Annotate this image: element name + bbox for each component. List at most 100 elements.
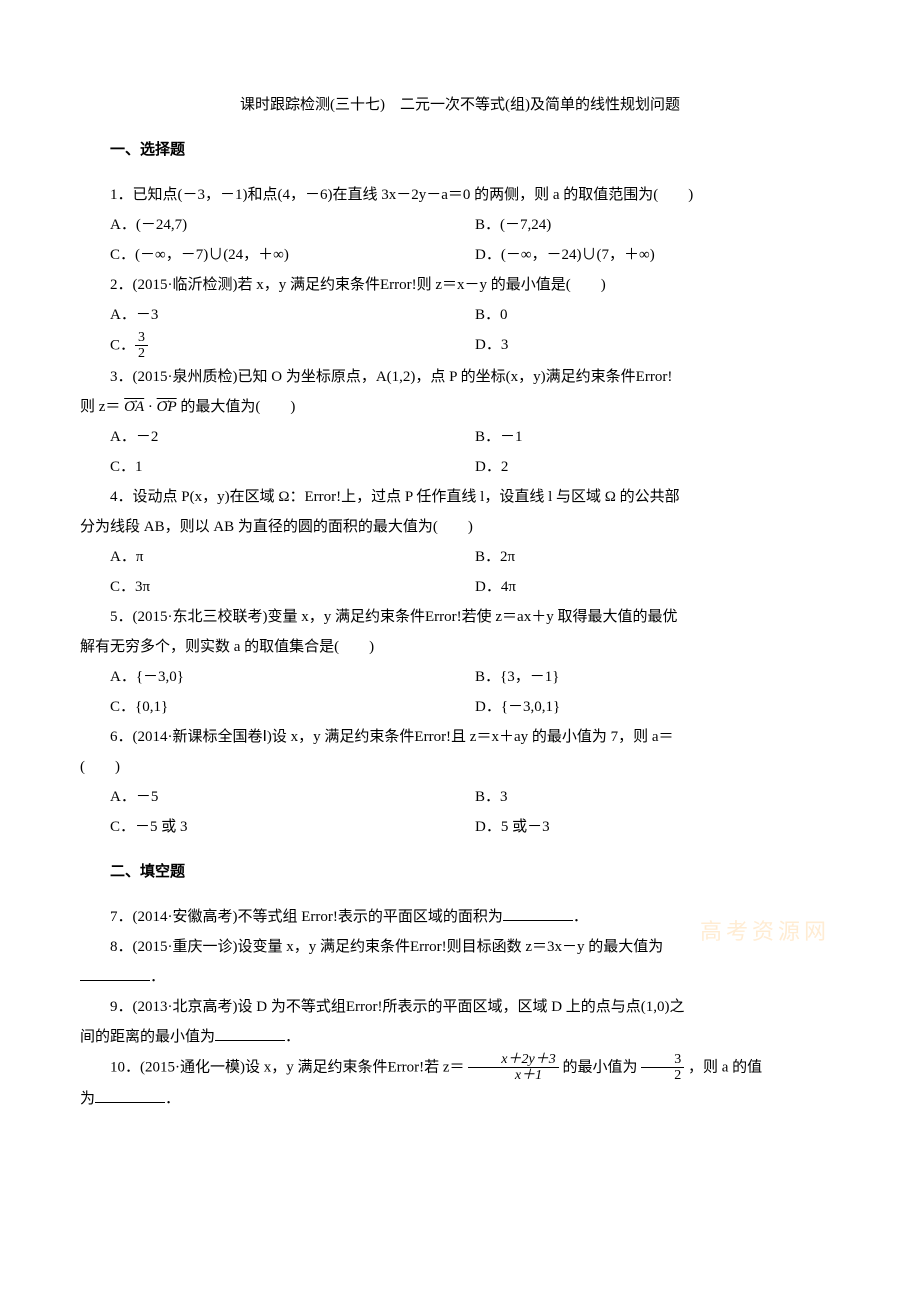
q4-stem-l2: 分为线段 AB，则以 AB 为直径的圆的面积的最大值为( ) xyxy=(80,512,840,542)
q4-t1: 4．设动点 P(x，y)在区域 Ω：Error!上，过点 P 任作直线 l，设直… xyxy=(110,489,680,505)
q10-f1n: x＋2y＋3 xyxy=(468,1052,558,1068)
q1-opt-c: C．(－∞，－7)∪(24，＋∞) xyxy=(110,240,475,270)
q3-options-row1: A．－2 B．－1 xyxy=(80,422,840,452)
q10-f2n: 3 xyxy=(641,1052,684,1068)
q5-t1: 5．(2015·东北三校联考)变量 x，y 满足约束条件Error!若使 z＝a… xyxy=(110,609,677,625)
q10-frac1: x＋2y＋3x＋1 xyxy=(468,1052,558,1084)
q4-t2: 分为线段 AB，则以 AB 为直径的圆的面积的最大值为( ) xyxy=(80,519,473,535)
q3-opt-b: B．－1 xyxy=(475,422,840,452)
q5-t2: 解有无穷多个，则实数 a 的取值集合是( ) xyxy=(80,639,374,655)
q6-options-row2: C．－5 或 3 D．5 或－3 xyxy=(80,812,840,842)
arrow-op: → xyxy=(157,389,177,411)
q2c-prefix: C． xyxy=(110,337,135,353)
section-1-heading: 一、选择题 xyxy=(80,135,840,165)
q8-b: ． xyxy=(150,969,165,985)
q6-stem-l2: ( ) xyxy=(80,752,840,782)
q9-t2b: ． xyxy=(285,1029,300,1045)
q2-stem: 2．(2015·临沂检测)若 x，y 满足约束条件Error!则 z＝x－y 的… xyxy=(80,270,840,300)
q6-opt-a: A．－5 xyxy=(110,782,475,812)
q2-text: 2．(2015·临沂检测)若 x，y 满足约束条件Error!则 z＝x－y 的… xyxy=(110,277,606,293)
q8-stem: 8．(2015·重庆一诊)设变量 x，y 满足约束条件Error!则目标函数 z… xyxy=(80,932,840,962)
q9-t2a: 间的距离的最小值为 xyxy=(80,1029,215,1045)
q9-blank xyxy=(215,1025,285,1041)
q5-stem-l2: 解有无穷多个，则实数 a 的取值集合是( ) xyxy=(80,632,840,662)
q3-stem-l2: 则 z＝ →OA · →OP 的最大值为( ) xyxy=(80,392,840,422)
q10-stem-l2: 为． xyxy=(80,1084,840,1114)
q3-stem-l1: 3．(2015·泉州质检)已知 O 为坐标原点，A(1,2)，点 P 的坐标(x… xyxy=(80,362,840,392)
q3-opt-d: D．2 xyxy=(475,452,840,482)
q3-post: 的最大值为( ) xyxy=(180,399,295,415)
q3-opt-a: A．－2 xyxy=(110,422,475,452)
q10-frac2: 32 xyxy=(641,1052,684,1084)
q3-vec-op: →OP xyxy=(157,399,177,415)
q6-options-row1: A．－5 B．3 xyxy=(80,782,840,812)
q10-stem-l1: 10．(2015·通化一模)设 x，y 满足约束条件Error!若 z＝ x＋2… xyxy=(80,1052,840,1084)
q4-opt-b: B．2π xyxy=(475,542,840,572)
q7-blank xyxy=(503,905,573,921)
q1-opt-d: D．(－∞，－24)∪(7，＋∞) xyxy=(475,240,840,270)
q10-c: ，则 a 的值 xyxy=(688,1059,762,1075)
q10-p2b: ． xyxy=(165,1091,180,1107)
q8-blank xyxy=(80,965,150,981)
q3-options-row2: C．1 D．2 xyxy=(80,452,840,482)
q10-f1d-i: x＋1 xyxy=(515,1068,542,1083)
q2-options-row1: A．－3 B．0 xyxy=(80,300,840,330)
q2-opt-c: C．32 xyxy=(110,330,475,362)
q1-text: 1．已知点(－3，－1)和点(4，－6)在直线 3x－2y－a＝0 的两侧，则 … xyxy=(110,187,693,203)
q4-opt-a: A．π xyxy=(110,542,475,572)
q5-opt-a: A．{－3,0} xyxy=(110,662,475,692)
q7-b: ． xyxy=(573,909,588,925)
q2c-den: 2 xyxy=(135,346,148,361)
q1-opt-a: A．(－24,7) xyxy=(110,210,475,240)
q7-stem: 7．(2014·安徽高考)不等式组 Error!表示的平面区域的面积为 ． xyxy=(80,902,840,932)
q2-opt-d: D．3 xyxy=(475,330,840,362)
q8-blank-line: ． xyxy=(80,962,840,992)
q10-f1d: x＋1 xyxy=(468,1068,558,1083)
q1-stem: 1．已知点(－3，－1)和点(4，－6)在直线 3x－2y－a＝0 的两侧，则 … xyxy=(80,180,840,210)
q2c-frac: 32 xyxy=(135,330,148,362)
q10-p2a: 为 xyxy=(80,1091,95,1107)
q9-t1: 9．(2013·北京高考)设 D 为不等式组Error!所表示的平面区域，区域 … xyxy=(110,999,685,1015)
q5-stem-l1: 5．(2015·东北三校联考)变量 x，y 满足约束条件Error!若使 z＝a… xyxy=(80,602,840,632)
q6-t2: ( ) xyxy=(80,759,120,775)
q5-options-row2: C．{0,1} D．{－3,0,1} xyxy=(80,692,840,722)
q9-stem-l1: 9．(2013·北京高考)设 D 为不等式组Error!所表示的平面区域，区域 … xyxy=(80,992,840,1022)
q5-opt-c: C．{0,1} xyxy=(110,692,475,722)
q1-opt-b: B．(－7,24) xyxy=(475,210,840,240)
q3-opt-c: C．1 xyxy=(110,452,475,482)
q4-opt-c: C．3π xyxy=(110,572,475,602)
q1-options-row2: C．(－∞，－7)∪(24，＋∞) D．(－∞，－24)∪(7，＋∞) xyxy=(80,240,840,270)
q10-a: 10．(2015·通化一模)设 x，y 满足约束条件Error!若 z＝ xyxy=(110,1059,465,1075)
q6-opt-d: D．5 或－3 xyxy=(475,812,840,842)
q6-opt-c: C．－5 或 3 xyxy=(110,812,475,842)
arrow-oa: → xyxy=(124,389,144,411)
q4-stem-l1: 4．设动点 P(x，y)在区域 Ω：Error!上，过点 P 任作直线 l，设直… xyxy=(80,482,840,512)
q3-pre: 则 z＝ xyxy=(80,399,120,415)
q1-options-row1: A．(－24,7) B．(－7,24) xyxy=(80,210,840,240)
q2c-num: 3 xyxy=(135,330,148,346)
q4-options-row2: C．3π D．4π xyxy=(80,572,840,602)
q8-a: 8．(2015·重庆一诊)设变量 x，y 满足约束条件Error!则目标函数 z… xyxy=(110,939,663,955)
q10-f2d: 2 xyxy=(641,1068,684,1083)
q7-a: 7．(2014·安徽高考)不等式组 Error!表示的平面区域的面积为 xyxy=(110,909,503,925)
q2-opt-a: A．－3 xyxy=(110,300,475,330)
doc-title: 课时跟踪检测(三十七) 二元一次不等式(组)及简单的线性规划问题 xyxy=(80,90,840,120)
q5-opt-d: D．{－3,0,1} xyxy=(475,692,840,722)
q10-blank xyxy=(95,1087,165,1103)
q3-vec-oa: →OA xyxy=(124,399,144,415)
q4-options-row1: A．π B．2π xyxy=(80,542,840,572)
q2-options-row2: C．32 D．3 xyxy=(80,330,840,362)
q10-f1n-i: x＋2y＋3 xyxy=(501,1052,555,1067)
q6-stem-l1: 6．(2014·新课标全国卷Ⅰ)设 x，y 满足约束条件Error!且 z＝x＋… xyxy=(80,722,840,752)
q5-opt-b: B．{3，－1} xyxy=(475,662,840,692)
dot-sep: · xyxy=(148,399,157,415)
q5-options-row1: A．{－3,0} B．{3，－1} xyxy=(80,662,840,692)
q10-b: 的最小值为 xyxy=(562,1059,637,1075)
section-2-heading: 二、填空题 xyxy=(80,857,840,887)
q2-opt-b: B．0 xyxy=(475,300,840,330)
q3-text1: 3．(2015·泉州质检)已知 O 为坐标原点，A(1,2)，点 P 的坐标(x… xyxy=(110,369,672,385)
q6-t1: 6．(2014·新课标全国卷Ⅰ)设 x，y 满足约束条件Error!且 z＝x＋… xyxy=(110,729,674,745)
q4-opt-d: D．4π xyxy=(475,572,840,602)
q6-opt-b: B．3 xyxy=(475,782,840,812)
q9-stem-l2: 间的距离的最小值为 ． xyxy=(80,1022,840,1052)
